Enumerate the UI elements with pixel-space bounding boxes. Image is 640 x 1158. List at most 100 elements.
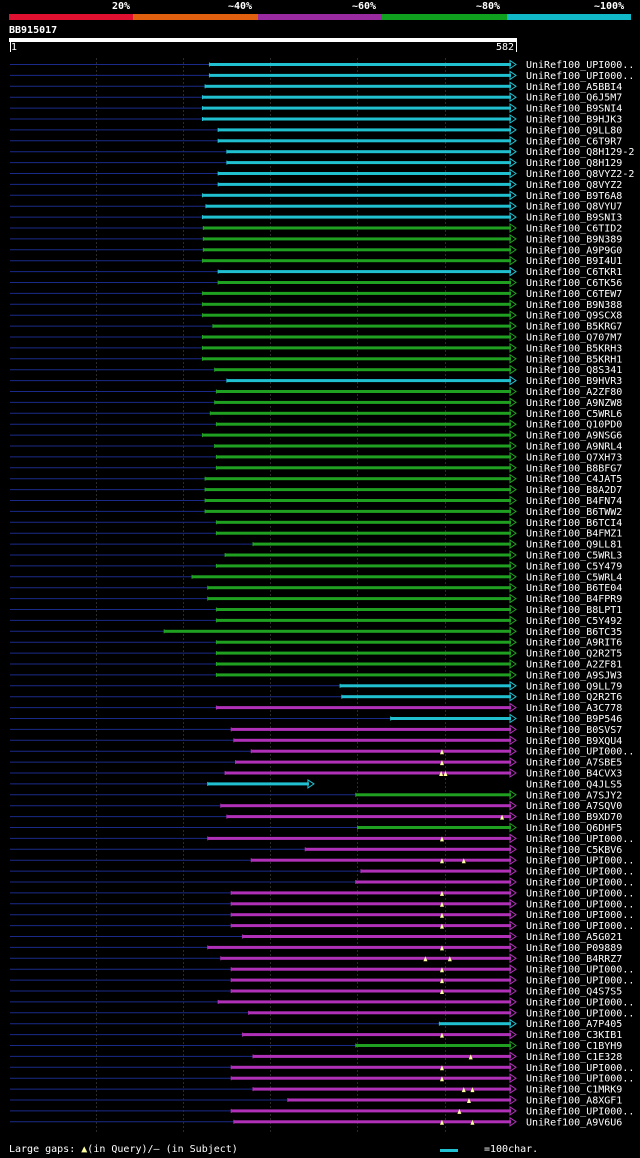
hit-bar (202, 313, 511, 317)
hit-arrow-icon (509, 942, 517, 953)
hit-bar (202, 335, 511, 339)
hit-arrow-icon (307, 778, 315, 789)
hit-arrow-icon (509, 408, 517, 419)
hit-bar (226, 815, 511, 819)
gap-marker-icon (466, 1098, 471, 1103)
hit-label: UniRef100_B4FMZ1 (526, 529, 622, 540)
hit-bar (218, 1000, 512, 1004)
hit-arrow-icon (509, 800, 517, 811)
hit-arrow-icon (509, 168, 517, 179)
hit-bar (210, 411, 511, 415)
hit-bar (212, 324, 511, 328)
hit-arrow-icon (509, 255, 517, 266)
hit-label: UniRef100_UPI000.. (526, 1008, 634, 1019)
hit-arrow-icon (509, 397, 517, 408)
hit-arrow-icon (509, 931, 517, 942)
hit-arrow-icon (509, 909, 517, 920)
gap-marker-icon (443, 771, 448, 776)
hit-arrow-icon (509, 473, 517, 484)
gap-marker-icon (461, 858, 466, 864)
query-start-tick (10, 42, 11, 52)
hit-label: UniRef100_Q4S7S5 (526, 987, 622, 998)
identity-label-80: ~80% (476, 1, 501, 12)
hit-label: UniRef100_A2ZF81 (526, 660, 622, 671)
hit-label: UniRef100_C6TK56 (526, 278, 622, 289)
hit-arrow-icon (509, 560, 517, 571)
hit-bar (216, 640, 511, 644)
hit-arrow-icon (509, 582, 517, 593)
hit-arrow-icon (509, 332, 517, 342)
hit-label: UniRef100_Q9LL80 (526, 125, 622, 136)
hit-bar (355, 1044, 511, 1047)
hit-arrow-icon (509, 822, 517, 833)
gap-marker-icon (439, 836, 444, 842)
hit-arrow-icon (509, 898, 517, 909)
hit-bar (360, 869, 511, 873)
hit-label: UniRef100_B8A2D7 (526, 485, 622, 496)
hit-label: UniRef100_Q2R2T5 (526, 649, 622, 660)
hit-arrow-icon (509, 626, 517, 637)
hit-arrow-icon (509, 81, 517, 92)
hit-arrow-icon (509, 212, 517, 223)
hit-bar (202, 193, 511, 197)
hit-arrow-icon (509, 190, 517, 201)
hit-label: UniRef100_A8XGF1 (526, 1096, 622, 1107)
hit-bar (202, 302, 511, 306)
hit-arrow-icon (509, 713, 517, 724)
hit-label: UniRef100_B4FN74 (526, 496, 622, 507)
hit-arrow-icon (509, 462, 517, 473)
hit-bar (214, 400, 511, 404)
hit-arrow-icon (509, 484, 517, 495)
hit-bar (252, 1054, 512, 1058)
hit-label: UniRef100_C5WRL4 (526, 572, 622, 583)
hit-bar (207, 597, 511, 601)
hit-arrow-icon (509, 1018, 517, 1029)
identity-segment-40 (133, 14, 258, 20)
hit-bar (231, 967, 511, 971)
hit-bar (231, 902, 511, 906)
hit-arrow-icon (509, 855, 517, 866)
gap-marker-icon (439, 989, 444, 994)
hit-bar (218, 172, 512, 175)
hit-bar (203, 226, 511, 230)
hit-label: UniRef100_B9N389 (526, 234, 622, 245)
hit-bar (218, 128, 512, 132)
hit-bar (202, 259, 511, 263)
gap-marker-icon (439, 858, 444, 864)
hit-arrow-icon (509, 59, 517, 70)
query-gap-label: (in Query)/ (87, 1144, 154, 1155)
hit-bar (252, 542, 512, 546)
hit-arrow-icon (509, 757, 517, 768)
hit-arrow-icon (509, 844, 517, 855)
hit-bar (233, 1120, 511, 1124)
hit-arrow-icon (509, 833, 517, 844)
hit-label: UniRef100_B9XD70 (526, 812, 622, 823)
query-end-tick (516, 42, 517, 52)
gap-marker-icon (439, 1065, 444, 1071)
scale-label: =100char. (484, 1144, 539, 1155)
hit-label: UniRef100_Q4JLS5 (526, 779, 622, 790)
hit-arrow-icon (509, 964, 517, 975)
hit-label: UniRef100_UPI000.. (526, 965, 634, 976)
hit-arrow-icon (509, 233, 517, 244)
hit-bar (231, 1109, 511, 1113)
hit-label: UniRef100_UPI000.. (526, 888, 634, 899)
hit-bar (235, 760, 511, 764)
hit-arrow-icon (509, 103, 517, 114)
hit-label: UniRef100_C6TEW7 (526, 289, 622, 300)
hit-bar (207, 782, 309, 786)
hit-bar (218, 270, 512, 274)
hit-label: UniRef100_B8BFG7 (526, 463, 622, 474)
hit-label: UniRef100_B6TE04 (526, 583, 622, 594)
gap-marker-icon (439, 1032, 444, 1038)
hit-label: UniRef100_UPI000.. (526, 976, 634, 987)
hit-arrow-icon (509, 539, 517, 550)
hit-bar (202, 106, 511, 110)
hit-arrow-icon (509, 811, 517, 822)
hit-bar (231, 1065, 511, 1069)
hit-label: UniRef100_UPI000.. (526, 899, 634, 910)
hit-arrow-icon (509, 124, 517, 135)
hit-label: UniRef100_B9SNI3 (526, 213, 622, 224)
hit-bar (225, 553, 511, 557)
hit-arrow-icon (509, 1029, 517, 1040)
